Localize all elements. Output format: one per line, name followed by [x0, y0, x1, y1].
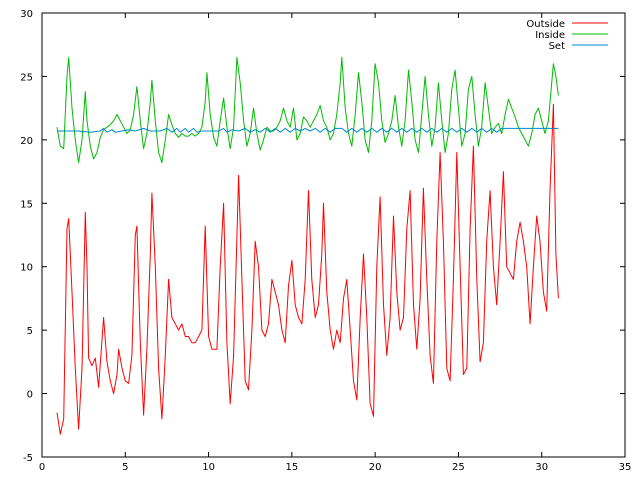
x-tick-label: 20 — [369, 462, 382, 473]
y-tick-label: 5 — [27, 326, 33, 337]
legend-label-set: Set — [549, 41, 566, 52]
x-tick-label: 30 — [535, 462, 548, 473]
y-tick-label: -5 — [23, 453, 33, 464]
series-line-set — [57, 127, 559, 133]
axis-ticks: 0 5 10 15 20 25 30 35 -5 0 5 10 15 20 25 30 — [20, 9, 631, 473]
y-tick-label: 30 — [20, 9, 33, 20]
y-tick-label: 20 — [20, 136, 33, 147]
x-tick-label: 35 — [619, 462, 632, 473]
y-tick-label: 10 — [20, 263, 33, 274]
x-tick-label: 0 — [39, 462, 45, 473]
y-tick-label: 25 — [20, 72, 33, 83]
y-tick-label: 0 — [27, 390, 33, 401]
x-tick-label: 10 — [202, 462, 215, 473]
legend-label-outside: Outside — [526, 19, 565, 30]
series-line-outside — [56, 103, 559, 435]
series-line-inside — [56, 56, 559, 164]
y-tick-label: 15 — [20, 199, 33, 210]
x-tick-label: 5 — [122, 462, 128, 473]
legend-label-inside: Inside — [535, 30, 565, 41]
series-lines — [56, 56, 559, 435]
plot-frame — [41, 12, 626, 458]
x-tick-label: 25 — [452, 462, 465, 473]
x-tick-label: 15 — [285, 462, 298, 473]
